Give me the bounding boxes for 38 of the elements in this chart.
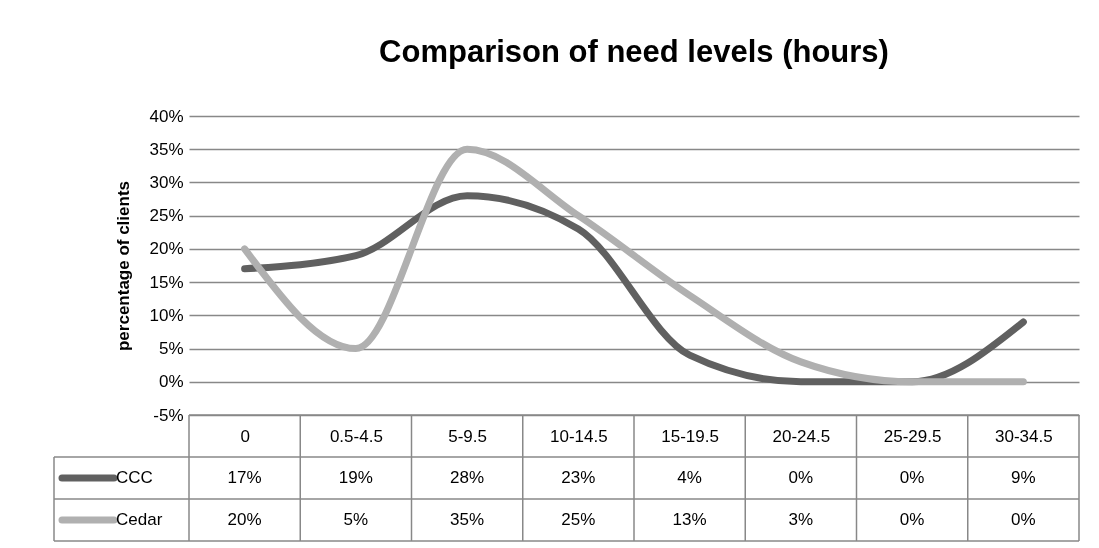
data-label: 13% — [672, 510, 707, 529]
data-label: 0% — [788, 468, 814, 487]
y-tick-label: 30% — [149, 172, 184, 192]
y-tick-label: 25% — [149, 206, 184, 226]
y-tick-label: 0% — [158, 372, 184, 392]
data-label: 28% — [450, 468, 485, 487]
legend-label: CCC — [116, 468, 153, 487]
x-tick-label: 0 — [240, 426, 250, 446]
y-tick-label: 40% — [149, 106, 184, 126]
x-tick-label: 0.5-4.5 — [329, 426, 383, 446]
data-label: 35% — [450, 510, 485, 529]
x-tick-label: 10-14.5 — [550, 426, 608, 446]
x-tick-label: 15-19.5 — [661, 426, 719, 446]
chart-title: Comparison of need levels (hours) — [379, 34, 889, 69]
y-tick-label: -5% — [153, 405, 184, 425]
data-label: 20% — [227, 510, 262, 529]
data-label: 19% — [338, 468, 373, 487]
legend-label: Cedar — [116, 510, 163, 529]
y-tick-label: 20% — [149, 239, 184, 259]
data-label: 23% — [561, 468, 596, 487]
data-label: 0% — [1011, 510, 1036, 529]
data-label: 17% — [227, 468, 262, 487]
x-tick-label: 5-9.5 — [448, 426, 487, 446]
x-tick-label: 20-24.5 — [772, 426, 831, 446]
data-label: 3% — [788, 510, 814, 529]
x-tick-label: 25-29.5 — [883, 426, 942, 446]
y-tick-label: 10% — [149, 305, 184, 325]
y-axis-title: percentage of clients — [114, 180, 134, 352]
data-label: 9% — [1011, 468, 1036, 487]
data-label: 25% — [561, 510, 596, 529]
y-tick-label: 15% — [149, 272, 184, 292]
x-tick-label: 30-34.5 — [995, 426, 1053, 446]
y-tick-label: 35% — [149, 139, 184, 159]
data-label: 5% — [343, 510, 369, 529]
y-tick-label: 5% — [158, 339, 184, 359]
data-label: 0% — [899, 510, 925, 529]
data-label: 0% — [899, 468, 925, 487]
data-label: 4% — [677, 468, 702, 487]
